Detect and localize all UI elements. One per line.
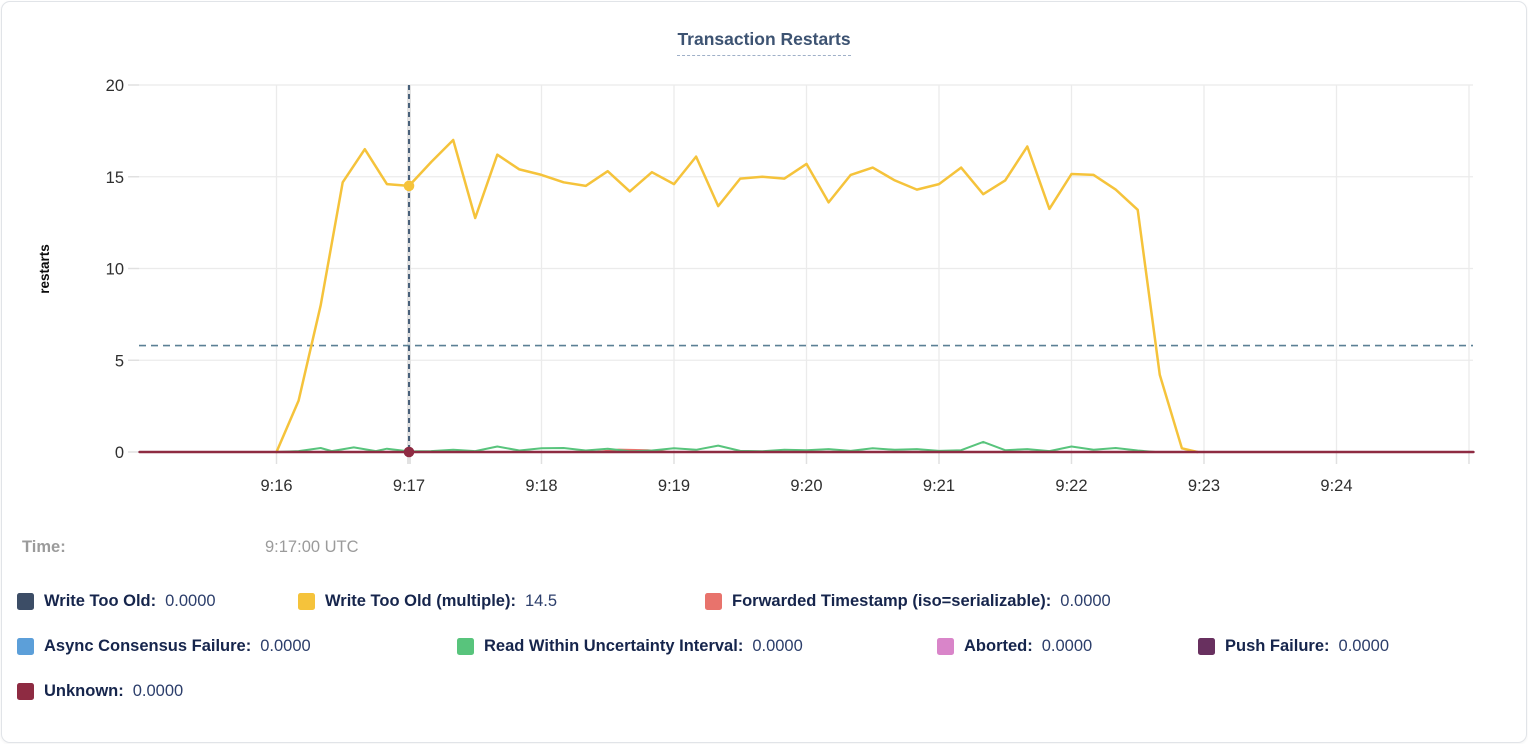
x-tick-label: 9:17 — [393, 477, 425, 495]
legend-row-1: Write Too Old: 0.0000 Write Too Old (multi… — [17, 587, 1517, 615]
series-color-swatch-icon — [298, 592, 315, 610]
series-line-read-within-uncertainty-interval — [275, 440, 1475, 453]
y-axis-label: restarts — [37, 244, 52, 294]
y-tick-label: 10 — [106, 261, 124, 279]
transaction-restarts-chart[interactable]: 0 5 10 15 20 9:16 9:17 9:18 9:19 9:20 9:21 9:22 9:23… — [2, 2, 1527, 514]
x-tick-label: 9:21 — [923, 477, 955, 495]
series-color-swatch-icon — [17, 637, 34, 655]
legend-value: 0.0000 — [1338, 636, 1389, 655]
legend-value: 0.0000 — [1041, 636, 1093, 655]
series-color-swatch-icon — [17, 592, 34, 610]
legend-label: Push Failure: — [1225, 636, 1330, 655]
series-color-swatch-icon — [457, 637, 474, 655]
x-tick-label: 9:23 — [1188, 477, 1220, 495]
x-gridlines: 9:16 9:17 9:18 9:19 9:20 9:21 9:22 9:23 9:24 — [260, 85, 1470, 495]
legend-label: Forwarded Timestamp (iso=serializable): — [732, 591, 1052, 610]
y-tick-label: 5 — [115, 352, 124, 370]
y-tick-label: 20 — [106, 77, 124, 95]
legend-value: 0.0000 — [132, 681, 184, 700]
legend-value: 14.5 — [524, 591, 558, 610]
series-color-swatch-icon — [937, 637, 954, 655]
series-color-swatch-icon — [17, 682, 34, 700]
legend-row-3: Unknown: 0.0000 — [17, 677, 1517, 705]
series-line-write-too-old-multiple — [275, 138, 1199, 454]
chart-title-text[interactable]: Transaction Restarts — [677, 29, 851, 56]
legend-row-2: Async Consensus Failure: 0.0000 Read Withi… — [17, 632, 1517, 660]
legend-label: Write Too Old (multiple): — [325, 591, 516, 610]
x-tick-label: 9:18 — [525, 477, 557, 495]
chart-legend: Write Too Old: 0.0000 Write Too Old (multi… — [17, 587, 1517, 722]
legend-value: 0.0000 — [260, 636, 311, 655]
series-color-swatch-icon — [1198, 637, 1215, 655]
x-tick-label: 9:19 — [658, 477, 690, 495]
x-tick-label: 9:24 — [1320, 477, 1352, 495]
y-tick-label: 15 — [106, 169, 124, 187]
legend-item-async-consensus-failure: Async Consensus Failure: 0.0000 — [17, 637, 457, 656]
legend-item-read-within-uncertainty-interval: Read Within Uncertainty Interval: 0.0000 — [457, 637, 937, 656]
chart-title: Transaction Restarts — [2, 29, 1526, 56]
legend-item-aborted: Aborted: 0.0000 — [937, 637, 1198, 656]
legend-label: Async Consensus Failure: — [44, 636, 252, 655]
series-color-swatch-icon — [705, 592, 722, 610]
hover-time-label: Time: — [22, 538, 66, 556]
legend-value: 0.0000 — [752, 636, 803, 655]
legend-item-push-failure: Push Failure: 0.0000 — [1198, 637, 1419, 656]
legend-item-forwarded-timestamp-iso-serializable: Forwarded Timestamp (iso=serializable): 0… — [705, 592, 1141, 611]
x-tick-label: 9:20 — [790, 477, 822, 495]
legend-label: Read Within Uncertainty Interval: — [484, 636, 744, 655]
y-tick-label: 0 — [115, 444, 124, 462]
hover-time-row: Time: 9:17:00 UTC — [22, 538, 1512, 557]
legend-label: Unknown: — [44, 681, 124, 700]
x-tick-label: 9:16 — [260, 477, 292, 495]
hover-dot-write-too-old-multiple — [403, 180, 415, 192]
legend-item-write-too-old-multiple: Write Too Old (multiple): 14.5 — [298, 592, 705, 611]
legend-label: Write Too Old: — [44, 591, 157, 610]
hover-dot-unknown — [403, 446, 415, 458]
legend-value: 0.0000 — [1060, 591, 1111, 610]
legend-value: 0.0000 — [165, 591, 216, 610]
legend-item-unknown: Unknown: 0.0000 — [17, 682, 213, 701]
hover-time-value: 9:17:00 UTC — [265, 538, 359, 556]
legend-label: Aborted: — [964, 636, 1033, 655]
y-gridlines: 0 5 10 15 20 — [106, 77, 1473, 462]
legend-item-write-too-old: Write Too Old: 0.0000 — [17, 592, 298, 611]
x-tick-label: 9:22 — [1055, 477, 1087, 495]
